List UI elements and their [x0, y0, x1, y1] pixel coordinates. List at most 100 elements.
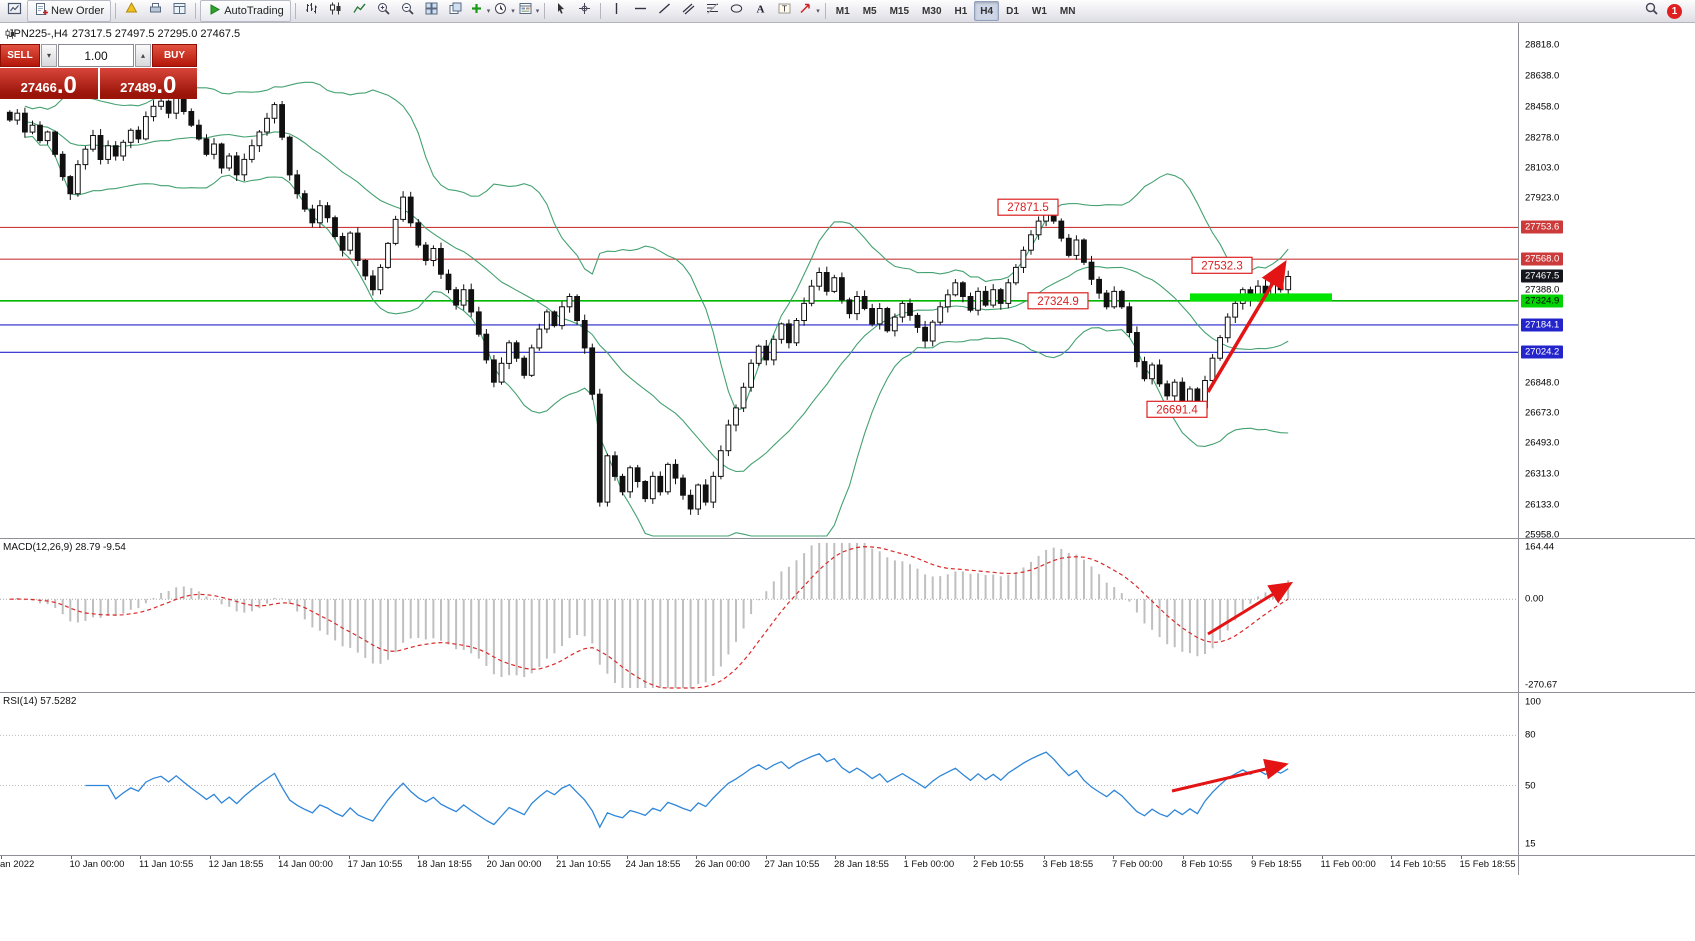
- trend-arrow[interactable]: [1206, 259, 1287, 393]
- tile-windows-icon: [424, 1, 439, 21]
- timeframe-m15-button[interactable]: M15: [889, 5, 910, 17]
- timeframe-h1-button[interactable]: H1: [954, 5, 968, 17]
- one-click-trading-panel: SELL ▾ 1.00 ▴ BUY 27466.0 27489.0: [0, 44, 197, 99]
- buy-price-frac: .0: [156, 72, 177, 99]
- periods-button[interactable]: ▾: [492, 0, 516, 22]
- toolbar-separator: [294, 3, 296, 19]
- rsi-panel: RSI(14) 57.5282: [0, 693, 1695, 856]
- expert-advisors-icon: [124, 1, 139, 21]
- price-tick: 27388.0: [1525, 284, 1560, 296]
- volume-decrease-button[interactable]: ▾: [41, 44, 57, 67]
- line-chart-button[interactable]: [348, 0, 371, 22]
- timeframe-h4-button[interactable]: H4: [974, 1, 1000, 21]
- volume-increase-button[interactable]: ▴: [135, 44, 151, 67]
- time-label: an 2022: [0, 859, 35, 870]
- volume-field[interactable]: 1.00: [58, 44, 134, 67]
- time-label: 10 Jan 00:00: [69, 859, 125, 870]
- expert-advisors-button[interactable]: [120, 0, 143, 22]
- zoom-out-button[interactable]: [396, 0, 419, 22]
- price-tick: 25958.0: [1525, 529, 1560, 541]
- rsi-axis-tick: 15: [1525, 838, 1536, 850]
- candlestick-series: [6, 93, 1292, 515]
- main-chart[interactable]: 27871.5 27532.3 27324.9 26691.4: [0, 23, 1518, 538]
- time-tick: [209, 856, 211, 859]
- toolbar-separator: [195, 3, 197, 19]
- time-label: 27 Jan 10:55: [764, 859, 820, 870]
- price-callout[interactable]: 27532.3: [1191, 256, 1253, 274]
- price-callout[interactable]: 27871.5: [997, 198, 1059, 216]
- timeframe-m30-button[interactable]: M30: [922, 5, 942, 17]
- candlestick-chart-button[interactable]: [324, 0, 347, 22]
- indicators-add-icon: [469, 1, 484, 21]
- rsi-axis-tick: 80: [1525, 729, 1536, 741]
- time-tick: [1391, 856, 1392, 859]
- time-tick: [487, 856, 489, 859]
- templates-button[interactable]: ▾: [517, 0, 541, 22]
- sell-price[interactable]: 27466.0: [0, 68, 98, 99]
- arrows-button[interactable]: ▾: [797, 0, 821, 22]
- svg-text:A: A: [757, 4, 765, 16]
- autotrading-button[interactable]: AutoTrading: [200, 0, 291, 22]
- vertical-line-icon: [609, 1, 624, 21]
- text-button[interactable]: A: [749, 0, 772, 22]
- equidistant-channel-button[interactable]: [677, 0, 700, 22]
- shapes-button[interactable]: [725, 0, 748, 22]
- crosshair-button[interactable]: [573, 0, 596, 22]
- text-label-button[interactable]: T: [773, 0, 796, 22]
- cascade-windows-button[interactable]: [444, 0, 467, 22]
- text-icon: A: [753, 1, 768, 21]
- sell-button[interactable]: SELL: [0, 44, 40, 67]
- time-tick: [696, 856, 697, 859]
- chart-window-button[interactable]: [3, 0, 26, 22]
- horizontal-line-icon: [633, 1, 648, 21]
- cursor-button[interactable]: [549, 0, 572, 22]
- notification-badge[interactable]: 1: [1667, 3, 1682, 19]
- shapes-icon: [729, 1, 744, 21]
- time-label: 21 Jan 10:55: [556, 859, 611, 870]
- price-level-badge: 27184.1: [1521, 318, 1564, 332]
- rsi-trend-arrow[interactable]: [1171, 758, 1289, 793]
- data-window-button[interactable]: [168, 0, 191, 22]
- rsi-chart[interactable]: [0, 693, 1518, 855]
- horizontal-line-button[interactable]: [629, 0, 652, 22]
- vertical-line-button[interactable]: [605, 0, 628, 22]
- indicators-button[interactable]: ▾: [468, 0, 492, 22]
- autotrading-button-label: AutoTrading: [224, 5, 284, 17]
- price-tick: 28638.0: [1525, 70, 1560, 82]
- bar-chart-button[interactable]: [300, 0, 323, 22]
- price-axis[interactable]: 28818.0 28638.0 28458.0 28278.0 28103.0 27923…: [1518, 23, 1695, 875]
- candlestick-icon: [328, 1, 343, 21]
- timeframe-m5-button[interactable]: M5: [862, 5, 877, 17]
- macd-axis-tick: 164.44: [1525, 541, 1555, 553]
- periods-clock-icon: [493, 1, 508, 21]
- new-order-button[interactable]: New Order: [27, 0, 112, 22]
- price-level-badge: 27324.9: [1521, 294, 1564, 308]
- time-axis[interactable]: an 2022 10 Jan 00:00 11 Jan 10:55 12 Jan 18…: [0, 856, 1695, 876]
- tile-windows-button[interactable]: [420, 0, 443, 22]
- price-callout[interactable]: 26691.4: [1146, 400, 1208, 418]
- price-callout[interactable]: 27324.9: [1027, 292, 1089, 310]
- bollinger-lo-band: [24, 135, 1289, 537]
- buy-button[interactable]: BUY: [152, 44, 197, 67]
- toolbar-right: 1: [1644, 1, 1692, 21]
- print-button[interactable]: [144, 0, 167, 22]
- time-label: 2 Feb 10:55: [973, 859, 1024, 870]
- fibonacci-button[interactable]: [701, 0, 724, 22]
- search-icon[interactable]: [1644, 1, 1659, 21]
- timeframe-m1-button[interactable]: M1: [835, 5, 850, 17]
- macd-chart[interactable]: [0, 539, 1518, 692]
- timeframe-mn-button[interactable]: MN: [1059, 5, 1076, 17]
- zoom-in-button[interactable]: [372, 0, 395, 22]
- support-highlight-rect[interactable]: [1190, 293, 1332, 302]
- time-label: 9 Feb 18:55: [1251, 859, 1302, 870]
- sell-price-frac: .0: [56, 72, 77, 99]
- macd-trend-arrow[interactable]: [1207, 581, 1294, 636]
- price-level-badge: 27024.2: [1521, 345, 1564, 359]
- trendline-button[interactable]: [653, 0, 676, 22]
- fibonacci-icon: [705, 1, 720, 21]
- buy-price[interactable]: 27489.0: [99, 68, 197, 99]
- price-level-badge: 27467.5: [1521, 269, 1564, 283]
- equidistant-channel-icon: [681, 1, 696, 21]
- timeframe-w1-button[interactable]: W1: [1031, 5, 1047, 17]
- timeframe-d1-button[interactable]: D1: [1006, 5, 1019, 17]
